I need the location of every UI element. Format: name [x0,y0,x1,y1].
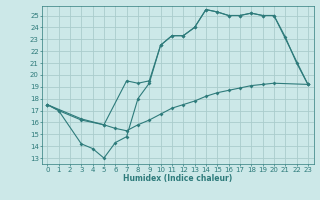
X-axis label: Humidex (Indice chaleur): Humidex (Indice chaleur) [123,174,232,183]
